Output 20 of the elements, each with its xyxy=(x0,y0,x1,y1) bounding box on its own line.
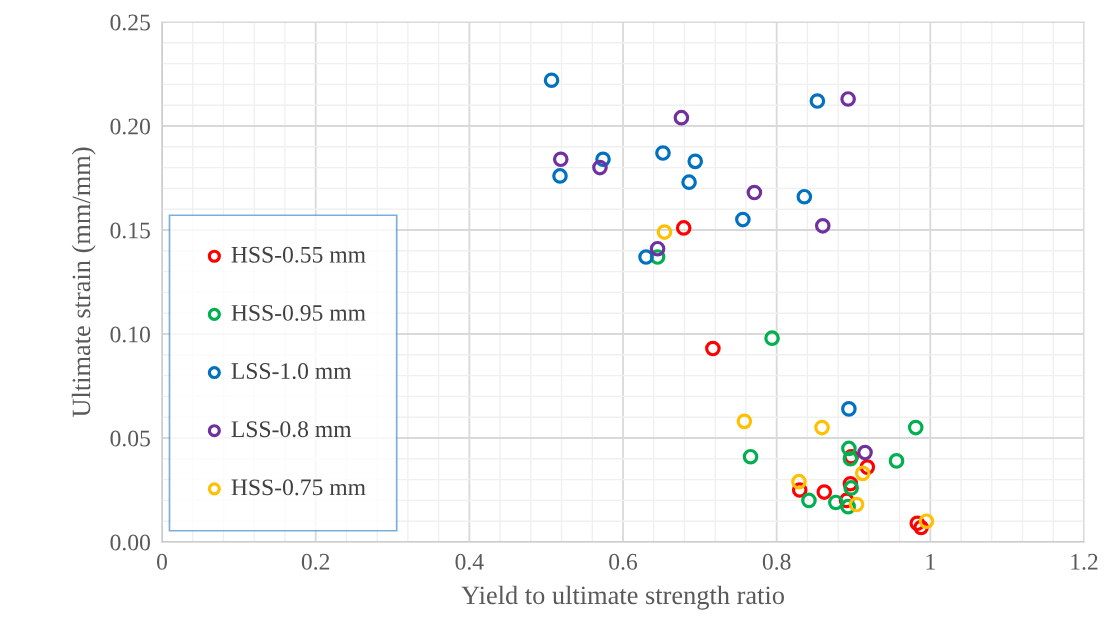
y-tick-label: 0.10 xyxy=(110,326,150,343)
legend-label: HSS-0.75 mm xyxy=(231,479,366,496)
y-tick-label: 0.00 xyxy=(110,534,150,551)
x-tick-label: 0 xyxy=(157,553,167,570)
legend-label: HSS-0.55 mm xyxy=(231,246,366,263)
y-axis-title: Ultimate strain (mm/mm) xyxy=(71,147,96,418)
y-tick-label: 0.05 xyxy=(110,430,150,447)
y-tick-label: 0.15 xyxy=(110,222,150,239)
x-tick-label: 0.6 xyxy=(609,553,638,570)
x-tick-label: 0.8 xyxy=(762,553,791,570)
y-tick-label: 0.25 xyxy=(110,14,150,31)
legend-label: LSS-0.8 mm xyxy=(231,421,352,438)
legend-label: LSS-1.0 mm xyxy=(231,363,352,380)
x-tick-label: 0.2 xyxy=(301,553,330,570)
x-tick-label: 1.2 xyxy=(1071,553,1098,570)
x-axis-title: Yield to ultimate strength ratio xyxy=(461,585,784,610)
legend-label: HSS-0.95 mm xyxy=(231,304,366,321)
x-tick-label: 1 xyxy=(926,553,935,570)
y-tick-label: 0.20 xyxy=(110,118,150,135)
x-tick-label: 0.4 xyxy=(455,553,484,570)
